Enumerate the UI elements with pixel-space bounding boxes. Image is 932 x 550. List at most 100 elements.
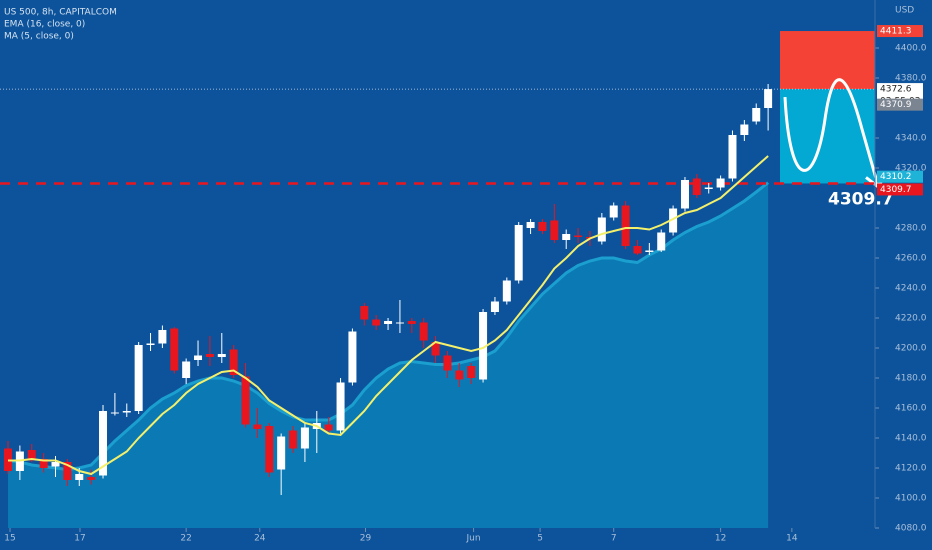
candle-body [514, 225, 523, 281]
y-tick-label: 4260.0 [895, 254, 927, 264]
x-tick-label: 17 [74, 534, 85, 544]
candle-body [348, 331, 357, 383]
candle-body [360, 306, 369, 320]
stop-price-label: 4411.3 [880, 27, 912, 37]
candle-body [324, 424, 333, 431]
candle-body [158, 330, 167, 344]
candle-body [526, 222, 535, 228]
candle-body [63, 462, 72, 480]
candle-body [467, 366, 476, 378]
price-label-bg [877, 98, 923, 111]
x-tick-label: 29 [360, 534, 372, 544]
candle-body [39, 459, 48, 468]
candle-body [680, 180, 689, 209]
candle-body [443, 355, 452, 371]
candle-body [265, 426, 274, 473]
x-tick-label: 14 [786, 534, 798, 544]
candle-body [289, 430, 298, 449]
candle-body [277, 436, 286, 470]
candle-body [122, 411, 131, 413]
x-tick-label: 7 [611, 534, 617, 544]
stop-price-label-bg [877, 25, 923, 38]
target-price-label: 4309.7 [880, 185, 912, 195]
candle-body [764, 89, 773, 108]
plot-area [0, 31, 886, 528]
candle-body [27, 450, 36, 461]
candle-body [146, 343, 155, 345]
candle-body [728, 135, 737, 179]
indicator-label: MA (5, close, 0) [4, 32, 74, 42]
y-tick-label: 4120.0 [895, 464, 927, 474]
price-label: 4310.2 [880, 172, 912, 182]
candle-body [692, 178, 701, 195]
y-tick-label: 4340.0 [895, 134, 927, 144]
target-price-label-bg [877, 183, 923, 196]
x-tick-label: Jun [466, 534, 481, 544]
x-tick-label: 22 [180, 534, 191, 544]
ema-line [8, 155, 769, 476]
candle-body [490, 301, 499, 312]
candle-body [253, 424, 262, 429]
forecast-arrow [783, 78, 880, 186]
candle-body [538, 222, 547, 231]
candle-body [384, 321, 393, 324]
candle-body [170, 328, 179, 371]
candle-body [134, 345, 143, 411]
candle-body [502, 280, 511, 302]
y-tick-label: 4400.0 [895, 44, 927, 54]
candle-body [597, 217, 606, 242]
candle-body [241, 376, 250, 425]
candle-body [550, 220, 559, 240]
y-tick-label: 4140.0 [895, 434, 927, 444]
candle-body [621, 205, 630, 246]
candle-body [704, 187, 713, 189]
candle-body [51, 462, 60, 467]
candle-body [574, 235, 583, 237]
price-label-bg [877, 170, 923, 183]
x-tick-label: 12 [715, 534, 726, 544]
candle-body [205, 354, 214, 357]
y-tick-label: 4100.0 [895, 494, 927, 504]
y-tick-label: 4080.0 [895, 524, 927, 534]
candle-body [110, 412, 119, 414]
y-tick-label: 4320.0 [895, 164, 927, 174]
candle-body [479, 312, 488, 380]
candle-body [182, 361, 191, 378]
candle-body [669, 208, 678, 233]
candle-body [752, 108, 761, 122]
y-tick-label: 4160.0 [895, 404, 927, 414]
candle-body [562, 234, 571, 240]
candle-body [431, 342, 440, 356]
candle-body [609, 205, 618, 218]
chart-title: US 500, 8h, CAPITALCOM [4, 8, 117, 18]
entry-price-label: 4372.6 [880, 85, 912, 95]
candle-body [633, 246, 642, 254]
y-tick-label: 4200.0 [895, 344, 927, 354]
candle-body [194, 355, 203, 360]
candle-body [740, 124, 749, 135]
candle-body [300, 427, 309, 449]
candle-body [217, 354, 226, 357]
indicator-label: EMA (16, close, 0) [4, 20, 85, 30]
candle-body [372, 319, 381, 326]
candle-body [455, 370, 464, 380]
candle-body [645, 250, 654, 252]
candle-body [395, 322, 404, 324]
y-tick-label: 4220.0 [895, 314, 927, 324]
candle-body [419, 322, 428, 341]
candle-body [87, 477, 96, 480]
candle-body [75, 474, 84, 480]
price-label: 4370.9 [880, 100, 912, 110]
candle-body [229, 349, 238, 375]
candle-body [99, 411, 108, 476]
y-tick-label: 4240.0 [895, 284, 927, 294]
y-tick-label: 4380.0 [895, 74, 927, 84]
currency-label: USD [895, 6, 914, 16]
candle-body [657, 232, 666, 251]
x-tick-label: 5 [537, 534, 543, 544]
y-tick-label: 4180.0 [895, 374, 927, 384]
ma-area [8, 182, 769, 528]
x-tick-label: 24 [254, 534, 266, 544]
y-tick-label: 4280.0 [895, 224, 927, 234]
